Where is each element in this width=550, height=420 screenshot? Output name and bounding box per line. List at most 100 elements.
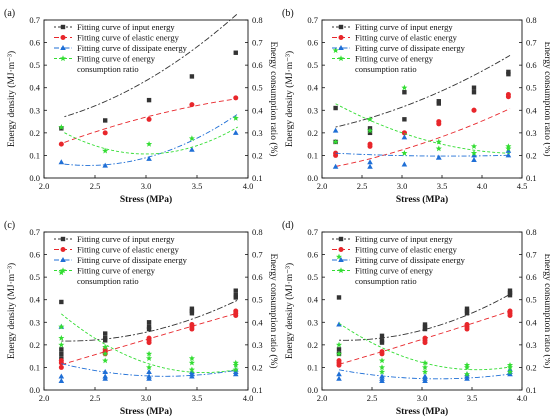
legend-label-input: Fitting curve of input energy	[77, 22, 175, 32]
legend-label-ratio-line2: consumption ratio	[77, 276, 139, 286]
data-point-input	[103, 331, 108, 336]
legend-label-ratio: Fitting curve of energy	[355, 54, 434, 64]
y-left-tick-label: 0.5	[307, 60, 318, 70]
y-left-tick-label: 0.2	[307, 128, 318, 138]
data-point-ratio	[232, 114, 239, 121]
data-point-dissipate	[471, 156, 477, 162]
y-right-axis-title: Energy consumption ratio (%)	[268, 253, 279, 368]
data-point-dissipate	[401, 134, 408, 140]
legend-label-input: Fitting curve of input energy	[77, 234, 175, 244]
chart-panel-3: (c) 2.0 2.5 3.0 3.5 4.0 0.0 0.1 0.2 0.3 0.4 0.5 0.6 0…	[4, 220, 279, 417]
y-right-tick-label: 0.3	[526, 340, 537, 350]
data-point-ratio	[335, 253, 343, 260]
data-point-ratio	[102, 147, 109, 154]
data-point-dissipate	[146, 375, 152, 381]
data-point-input	[233, 295, 238, 300]
data-point-input	[233, 288, 238, 293]
y-right-tick-label: 0.1	[252, 385, 263, 395]
y-right-tick-label: 0.2	[526, 150, 537, 160]
legend-label-input: Fitting curve of input energy	[355, 234, 453, 244]
fit-curve-dissipate	[61, 363, 238, 377]
legend-marker-input	[60, 236, 66, 242]
data-point-dissipate	[58, 377, 65, 383]
data-point-ratio	[188, 366, 195, 373]
y-right-tick-label: 0.4	[526, 317, 537, 327]
y-right-tick-label: 0.6	[252, 272, 263, 282]
y-left-tick-label: 0.5	[29, 60, 40, 70]
data-point-input	[422, 324, 428, 329]
y-left-tick-label: 0.0	[307, 173, 318, 183]
data-point-input	[146, 320, 152, 325]
chart-panel-4: (d) 2.0 2.5 3.0 3.5 4.0 0.0 0.1 0.2 0.3 0.4 0.5 0.6 0…	[282, 220, 550, 417]
y-right-tick-label: 0.2	[252, 150, 263, 160]
data-point-dissipate	[102, 375, 108, 381]
legend: Fitting curve of input energy Fitting cur…	[332, 234, 466, 286]
data-point-ratio	[146, 355, 153, 361]
data-point-ratio	[102, 343, 109, 350]
fit-curve-input	[335, 55, 511, 128]
data-point-dissipate	[189, 373, 195, 379]
data-point-input	[471, 85, 477, 90]
data-point-input	[464, 311, 470, 316]
data-point-input	[507, 293, 513, 298]
fit-curve-input	[61, 299, 238, 342]
legend-label-elastic: Fitting curve of elastic energy	[355, 33, 458, 43]
fit-curve-elastic	[335, 108, 511, 167]
data-point-input	[146, 326, 152, 332]
y-right-tick-label: 0.1	[526, 173, 537, 183]
y-right-axis-title: Energy consumption ratio (%)	[268, 41, 279, 156]
y-right-tick-label: 0.8	[252, 15, 263, 25]
data-point-dissipate	[505, 152, 512, 158]
data-point-input	[436, 99, 441, 104]
y-right-axis-title: Energy consumption ratio (%)	[542, 41, 550, 156]
y-left-tick-label: 0.1	[307, 362, 318, 372]
y-left-tick-label: 0.3	[29, 317, 40, 327]
data-point-ratio	[470, 143, 478, 149]
y-right-tick-label: 0.2	[252, 362, 263, 372]
data-point-input	[367, 130, 373, 136]
x-tick-label: 3.5	[437, 181, 448, 191]
y-left-tick-label: 0.0	[29, 385, 40, 395]
data-point-elastic	[233, 313, 239, 319]
x-tick-label: 4.0	[243, 393, 254, 403]
legend-marker-ratio	[337, 55, 345, 62]
data-point-elastic	[333, 150, 339, 156]
x-tick-label: 2.5	[357, 181, 368, 191]
data-point-ratio	[188, 135, 195, 142]
data-point-input	[471, 90, 477, 95]
chart-panel-1: (a) 2.0 2.5 3.0 3.5 4.0 0.0 0.1 0.2 0.3 0.4 0.5 0.6 0…	[4, 8, 279, 205]
data-point-elastic	[464, 326, 470, 332]
data-point-input	[189, 308, 195, 314]
data-point-ratio	[421, 364, 429, 371]
data-point-elastic	[58, 141, 64, 147]
y-left-tick-label: 0.7	[307, 15, 318, 25]
data-point-elastic	[436, 119, 442, 125]
data-point-ratio	[378, 364, 386, 371]
data-point-dissipate	[58, 159, 65, 165]
y-right-tick-label: 0.1	[526, 385, 537, 395]
data-point-dissipate	[401, 161, 408, 167]
data-point-elastic	[102, 130, 108, 136]
data-point-ratio	[463, 364, 471, 371]
data-point-ratio	[435, 145, 442, 152]
x-tick-label: 2.5	[367, 393, 378, 403]
fit-curve-input	[64, 13, 239, 118]
x-tick-label: 4.5	[517, 181, 528, 191]
legend-label-dissipate: Fitting curve of dissipate energy	[355, 255, 466, 265]
x-tick-label: 2.5	[90, 181, 101, 191]
legend-label-ratio-line2: consumption ratio	[355, 64, 417, 74]
legend-label-ratio-line2: consumption ratio	[77, 64, 139, 74]
data-point-ratio	[332, 138, 339, 145]
data-point-ratio	[506, 364, 514, 371]
data-point-input	[379, 333, 385, 339]
y-left-tick-label: 0.4	[307, 295, 318, 305]
panel-label: (c)	[4, 220, 15, 231]
legend-label-ratio-line2: consumption ratio	[355, 276, 417, 286]
data-point-dissipate	[436, 154, 442, 160]
data-point-ratio	[506, 368, 514, 375]
data-point-elastic	[507, 313, 513, 319]
fit-curve-elastic	[64, 98, 238, 143]
legend-label-elastic: Fitting curve of elastic energy	[77, 245, 180, 255]
y-left-tick-label: 0.2	[29, 340, 40, 350]
